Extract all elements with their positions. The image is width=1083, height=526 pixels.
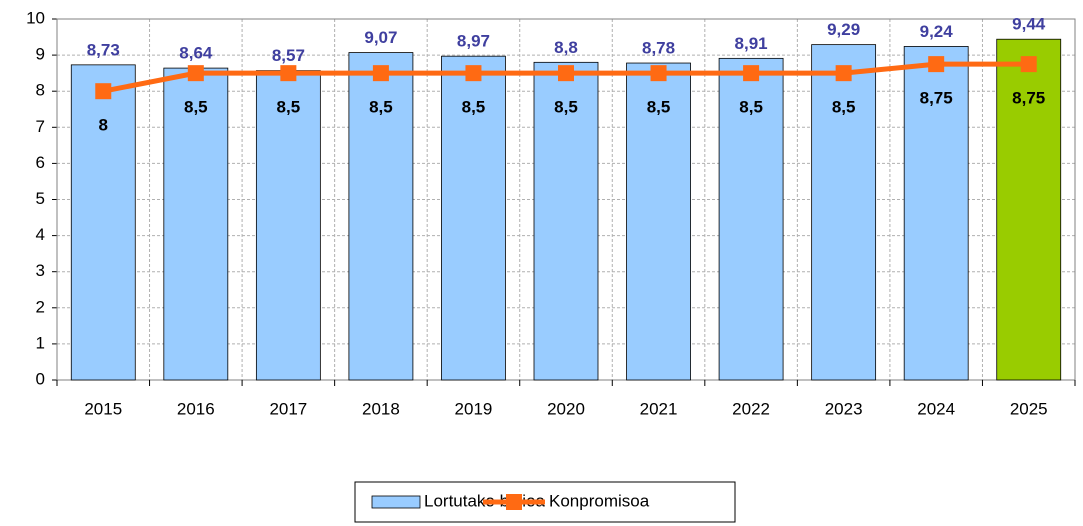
- line-marker: [280, 65, 297, 82]
- bar: [903, 46, 969, 381]
- line-value-label: 8,5: [647, 98, 671, 117]
- y-tick-label: 3: [36, 261, 45, 280]
- x-tick-label: 2022: [732, 399, 770, 418]
- bar: [811, 44, 877, 381]
- line-marker: [558, 65, 574, 82]
- y-tick-label: 1: [36, 333, 45, 352]
- bar: [996, 38, 1062, 381]
- line-marker: [650, 65, 667, 82]
- legend-swatch: [371, 495, 421, 509]
- x-tick-label: 2017: [269, 399, 307, 418]
- x-tick-label: 2015: [84, 399, 122, 418]
- bar: [163, 67, 229, 381]
- line-value-label: 8,5: [554, 98, 578, 117]
- legend-swatch: [506, 494, 522, 510]
- bar-value-label: 9,24: [920, 22, 954, 41]
- line-value-label: 8,75: [1012, 89, 1045, 108]
- bar: [70, 64, 136, 381]
- bar-value-label: 8,57: [272, 46, 305, 65]
- y-tick-label: 4: [36, 225, 45, 244]
- line-value-label: 8,5: [739, 98, 763, 117]
- x-tick-label: 2023: [825, 399, 863, 418]
- legend-label: Konpromisoa: [549, 491, 650, 510]
- bar-value-label: 8,64: [179, 44, 213, 63]
- line-value-label: 8,5: [369, 98, 393, 117]
- y-tick-label: 7: [36, 117, 45, 136]
- x-tick-label: 2020: [547, 399, 585, 418]
- y-tick-label: 10: [26, 8, 45, 27]
- line-value-label: 8,5: [277, 98, 301, 117]
- bar: [718, 57, 784, 381]
- bar-value-label: 8,8: [554, 38, 578, 57]
- bar-value-label: 9,44: [1012, 15, 1046, 34]
- line-marker: [372, 65, 389, 82]
- x-tick-label: 2025: [1010, 399, 1048, 418]
- bar: [533, 61, 599, 381]
- x-tick-label: 2016: [177, 399, 215, 418]
- line-value-label: 8: [99, 116, 108, 135]
- bar-value-label: 8,91: [735, 34, 768, 53]
- line-value-label: 8,5: [462, 98, 486, 117]
- y-tick-label: 8: [36, 81, 45, 100]
- y-tick-label: 0: [36, 369, 45, 388]
- line-marker: [928, 56, 945, 73]
- x-tick-label: 2024: [917, 399, 955, 418]
- line-value-label: 8,5: [832, 98, 856, 117]
- bar: [255, 70, 321, 381]
- line-marker: [95, 83, 112, 100]
- line-marker: [743, 65, 760, 82]
- x-tick-label: 2021: [640, 399, 678, 418]
- line-marker: [1020, 56, 1037, 73]
- y-tick-label: 2: [36, 297, 45, 316]
- bar: [626, 62, 691, 381]
- line-value-label: 8,75: [920, 89, 953, 108]
- bar-value-label: 9,07: [364, 28, 397, 47]
- x-tick-label: 2019: [455, 399, 493, 418]
- line-marker: [465, 65, 482, 82]
- y-tick-label: 6: [36, 153, 45, 172]
- y-tick-label: 9: [36, 45, 45, 64]
- bar: [441, 55, 506, 381]
- line-value-label: 8,5: [184, 98, 208, 117]
- line-marker: [187, 65, 204, 82]
- bar-value-label: 8,73: [87, 40, 120, 59]
- bar: [348, 52, 414, 381]
- bar-value-label: 8,97: [457, 32, 490, 51]
- line-marker: [835, 65, 852, 82]
- bar-value-label: 8,78: [642, 39, 675, 58]
- x-tick-label: 2018: [362, 399, 400, 418]
- y-tick-label: 5: [36, 189, 45, 208]
- bar-value-label: 9,29: [827, 20, 860, 39]
